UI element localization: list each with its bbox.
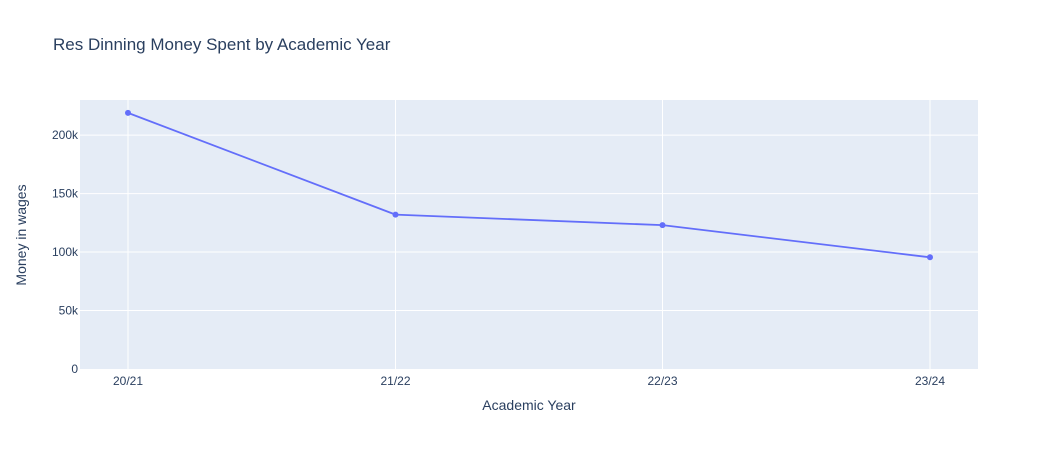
y-tick-label: 0 xyxy=(71,362,78,376)
y-tick-label: 100k xyxy=(52,245,79,259)
x-tick-label: 21/22 xyxy=(380,374,410,388)
x-tick-label: 22/23 xyxy=(647,374,677,388)
x-tick-label: 23/24 xyxy=(915,374,945,388)
y-tick-label: 200k xyxy=(52,128,79,142)
x-tick-label: 20/21 xyxy=(113,374,143,388)
y-tick-label: 150k xyxy=(52,187,79,201)
data-point[interactable] xyxy=(927,254,933,261)
data-point[interactable] xyxy=(659,222,666,229)
x-axis-ticks: 20/21 21/22 22/23 23/24 xyxy=(113,374,945,388)
x-axis-title: Academic Year xyxy=(482,397,576,413)
data-point[interactable] xyxy=(125,109,131,116)
y-axis-ticks: 0 50k 100k 150k 200k xyxy=(52,128,79,376)
y-tick-label: 50k xyxy=(59,304,79,318)
chart-title: Res Dinning Money Spent by Academic Year xyxy=(53,35,391,54)
data-point[interactable] xyxy=(392,211,399,218)
series-layer xyxy=(125,109,933,261)
y-axis-title: Money in wages xyxy=(13,184,29,285)
grid-lines xyxy=(80,100,978,369)
plot-background xyxy=(80,100,978,369)
series-line xyxy=(127,112,931,259)
